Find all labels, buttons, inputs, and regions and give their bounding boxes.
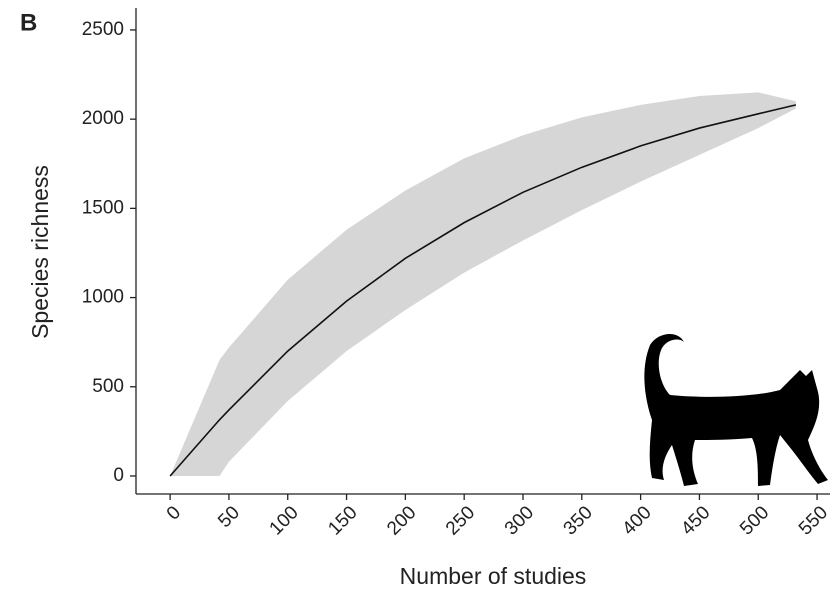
y-tick-label: 500 <box>92 376 124 397</box>
x-tick-label: 350 <box>560 502 597 539</box>
confidence-band <box>170 92 796 476</box>
x-tick-label: 50 <box>214 502 244 532</box>
y-axis-title: Species richness <box>27 165 53 339</box>
y-tick-label: 1500 <box>82 197 124 218</box>
y-tick-label: 1000 <box>82 287 124 308</box>
x-tick-label: 0 <box>163 502 185 524</box>
x-tick-label: 150 <box>324 502 361 539</box>
x-tick-label: 450 <box>677 502 714 539</box>
y-tick-label: 0 <box>113 465 124 486</box>
y-tick-label: 2500 <box>82 19 124 40</box>
x-tick-label: 300 <box>501 502 538 539</box>
x-tick-label: 100 <box>266 502 303 539</box>
y-tick-label: 2000 <box>82 108 124 129</box>
x-tick-label: 200 <box>383 502 420 539</box>
cat-icon <box>644 334 828 486</box>
curve <box>169 104 797 477</box>
x-tick-label: 250 <box>442 502 479 539</box>
x-axis-title: Number of studies <box>400 563 587 589</box>
x-tick-label: 500 <box>736 502 773 539</box>
x-tick-label: 550 <box>795 502 832 539</box>
panel-label: B <box>20 9 37 36</box>
x-tick-label: 400 <box>618 502 655 539</box>
